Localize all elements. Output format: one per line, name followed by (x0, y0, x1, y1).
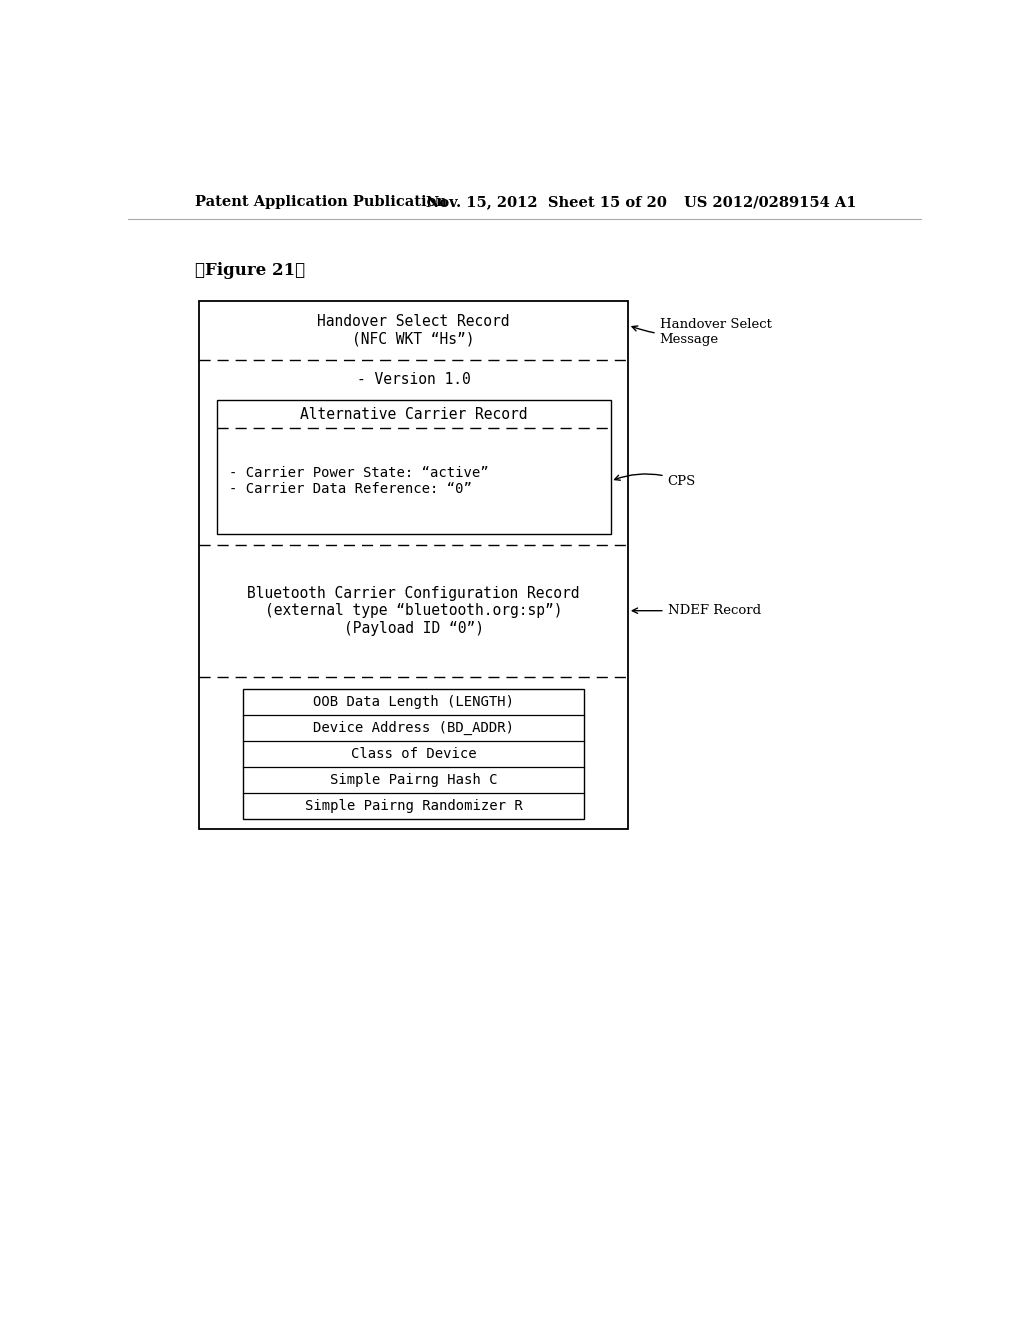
Text: - Version 1.0: - Version 1.0 (356, 372, 471, 388)
Text: Handover Select Record
(NFC WKT “Hs”): Handover Select Record (NFC WKT “Hs”) (317, 314, 510, 346)
Bar (200, 301, 628, 829)
Text: Device Address (BD_ADDR): Device Address (BD_ADDR) (313, 721, 514, 735)
Text: Simple Pairng Randomizer R: Simple Pairng Randomizer R (305, 799, 522, 813)
Bar (217, 400, 610, 535)
Text: Simple Pairng Hash C: Simple Pairng Hash C (330, 774, 498, 787)
Text: Bluetooth Carrier Configuration Record
(external type “bluetooth.org:sp”)
(Paylo: Bluetooth Carrier Configuration Record (… (248, 586, 580, 636)
Text: 【Figure 21】: 【Figure 21】 (196, 261, 305, 279)
Text: Alternative Carrier Record: Alternative Carrier Record (300, 407, 527, 421)
Text: CPS: CPS (614, 474, 696, 487)
Bar (243, 689, 585, 818)
Text: Patent Application Publication: Patent Application Publication (196, 195, 447, 209)
Text: Handover Select
Message: Handover Select Message (632, 318, 772, 346)
Text: Nov. 15, 2012  Sheet 15 of 20: Nov. 15, 2012 Sheet 15 of 20 (426, 195, 667, 209)
Text: NDEF Record: NDEF Record (632, 605, 761, 618)
Text: US 2012/0289154 A1: US 2012/0289154 A1 (684, 195, 856, 209)
Text: - Carrier Power State: “active”
- Carrier Data Reference: “0”: - Carrier Power State: “active” - Carrie… (228, 466, 488, 496)
Text: OOB Data Length (LENGTH): OOB Data Length (LENGTH) (313, 694, 514, 709)
Text: Class of Device: Class of Device (351, 747, 476, 762)
